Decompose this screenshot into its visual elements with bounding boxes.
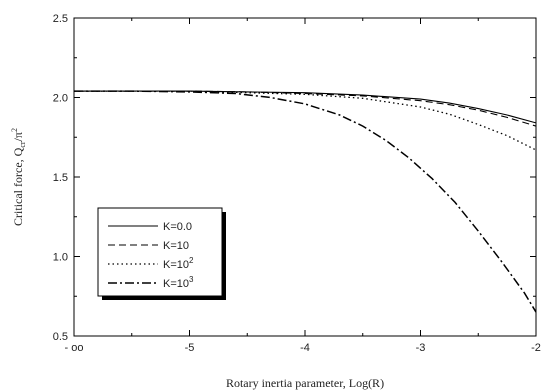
y-axis-label-sub: cr bbox=[18, 141, 27, 148]
y-tick-label: 2.0 bbox=[53, 93, 68, 105]
series-layer bbox=[74, 90, 536, 313]
x-tick-labels: - oo -5 -4 -3 -2 bbox=[65, 342, 541, 354]
y-tick-label: 1.0 bbox=[53, 252, 68, 264]
y-tick-label: 1.5 bbox=[53, 172, 68, 184]
legend-label-3: K=102 bbox=[163, 256, 194, 271]
legend-label-2: K=10 bbox=[163, 240, 189, 252]
legend-label-sup: 3 bbox=[189, 275, 194, 284]
legend-label-base: K=10 bbox=[163, 259, 189, 271]
y-axis-label-main: Critical force, Q bbox=[11, 147, 25, 226]
series-line-2 bbox=[74, 90, 536, 127]
ticks-layer bbox=[73, 17, 537, 337]
x-tick-label: -3 bbox=[416, 342, 426, 354]
y-tick-labels: 0.5 1.0 1.5 2.0 2.5 bbox=[53, 13, 68, 343]
y-axis-label-tail: /π bbox=[11, 132, 25, 141]
series-line-3 bbox=[74, 90, 536, 151]
y-axis-label-sup: 2 bbox=[10, 128, 19, 132]
legend-label-base: K=10 bbox=[163, 240, 189, 252]
legend-label-base: K=0.0 bbox=[163, 221, 192, 233]
x-tick-label: -4 bbox=[300, 342, 310, 354]
legend-box bbox=[97, 207, 223, 297]
legend-label-1: K=0.0 bbox=[163, 221, 192, 233]
x-tick-label: - oo bbox=[65, 342, 84, 354]
y-axis-label: Critical force, Qcr/π2 bbox=[10, 128, 27, 226]
y-tick-label: 2.5 bbox=[53, 13, 68, 25]
series-line-4 bbox=[74, 90, 536, 313]
x-tick-label: -5 bbox=[185, 342, 195, 354]
x-tick-label: -2 bbox=[531, 342, 541, 354]
series-line-1 bbox=[74, 90, 536, 124]
legend-label-4: K=103 bbox=[163, 275, 194, 290]
legend-label-sup: 2 bbox=[189, 256, 194, 265]
y-tick-label: 0.5 bbox=[53, 331, 68, 343]
x-axis-label: Rotary inertia parameter, Log(R) bbox=[226, 376, 384, 390]
legend-label-base: K=10 bbox=[163, 278, 189, 290]
